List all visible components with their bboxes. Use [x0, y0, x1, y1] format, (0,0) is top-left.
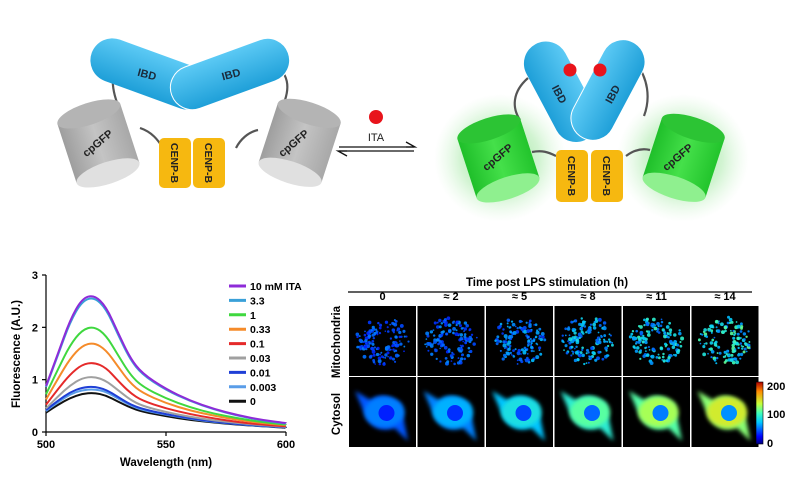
cytosol-image-tile	[486, 377, 553, 447]
colorbar-tick-label: 100	[767, 409, 785, 421]
timepoint-label: ≈ 8	[580, 291, 595, 303]
ita-label: ITA	[368, 132, 385, 144]
linker-mid-right	[235, 128, 259, 149]
cytosol-image-tile	[691, 377, 759, 447]
cenpb-block-right	[193, 138, 225, 188]
linker-mid-left-on	[531, 150, 557, 157]
timepoint-label: ≈ 5	[512, 291, 527, 303]
legend-entry: 1	[250, 310, 256, 322]
colorbar	[755, 381, 764, 445]
mito-image-tile	[417, 306, 485, 376]
row-label-cytosol: Cytosol	[331, 393, 343, 435]
timepoint-label: 0	[379, 291, 385, 303]
sensor-off-state: IBD IBD cpGFP cpGFP CENP-B CENP-B	[57, 37, 341, 188]
colorbar-tick-label: 0	[767, 438, 773, 450]
series-line	[45, 326, 287, 426]
mito-image-tile	[486, 306, 553, 376]
legend-entry: 0.003	[250, 382, 276, 394]
cytosol-image-tile	[554, 377, 622, 447]
cenpb-block-left-on	[556, 150, 588, 202]
equilibrium-arrows-icon	[335, 141, 418, 157]
cenpb-label-right-on: CENP-B	[600, 156, 612, 197]
legend-entry: 3.3	[250, 295, 265, 307]
colorbar-tick-label: 200	[767, 381, 785, 393]
mito-image-tile	[623, 306, 690, 376]
cpgfp-barrel-right	[258, 98, 341, 187]
series-line	[45, 342, 287, 427]
cpgfp-barrel-left	[57, 99, 140, 188]
y-tick-label: 1	[32, 375, 38, 387]
legend-entry: 0.33	[250, 324, 271, 336]
cenpb-label-right: CENP-B	[202, 143, 214, 184]
cpgfp-barrel-left-on	[457, 114, 540, 203]
series-line	[45, 376, 287, 428]
legend-entry: 0.01	[250, 367, 271, 379]
imaging-panel: Time post LPS stimulation (h) 0 ≈ 2 ≈ 5 ≈ 8…	[331, 277, 785, 450]
x-tick-label: 600	[277, 439, 295, 451]
chart-legend: 10 mM ITA 3.3 1 0.33 0.1 0.03 0.01 0.003 0	[229, 281, 302, 408]
linker-mid-right-on	[625, 148, 651, 157]
cenpb-label-left-on: CENP-B	[565, 156, 577, 197]
row-label-mitochondria: Mitochondria	[331, 305, 343, 378]
x-tick-label: 550	[157, 439, 175, 451]
cenpb-block-left	[159, 138, 191, 188]
ibd-label-left: IBD	[136, 67, 157, 84]
cpgfp-barrel-right-on	[642, 113, 725, 202]
series-line	[45, 362, 287, 428]
timepoint-label: ≈ 14	[714, 291, 736, 303]
ibd-domain-right	[169, 37, 291, 111]
series-line	[45, 295, 287, 425]
ita-bound-icon-left	[563, 63, 577, 77]
ibd-domain-right-on	[570, 39, 646, 141]
legend-entry: 0.03	[250, 353, 271, 365]
legend-entry: 0.1	[250, 339, 265, 351]
x-tick-label: 500	[37, 439, 55, 451]
imaging-title: Time post LPS stimulation (h)	[466, 277, 628, 289]
y-tick-label: 3	[32, 270, 38, 282]
cenpb-label-left: CENP-B	[168, 143, 180, 184]
cytosol-image-tile	[349, 377, 416, 447]
mito-image-tile	[691, 306, 759, 376]
timepoint-label: ≈ 11	[646, 291, 667, 303]
y-tick-label: 2	[32, 322, 38, 334]
mito-image-tile	[349, 306, 416, 376]
y-tick-label: 0	[32, 427, 38, 439]
y-axis-label: Fluorescence (A.U.)	[11, 300, 23, 408]
legend-entry: 0	[250, 396, 256, 408]
ibd-label-right: IBD	[221, 67, 242, 84]
x-axis-label: Wavelength (nm)	[120, 457, 212, 469]
ita-bound-icon-right	[593, 63, 607, 77]
cytosol-image-tile	[417, 377, 485, 447]
timepoint-label: ≈ 2	[443, 291, 458, 303]
ita-ligand-icon	[369, 110, 383, 124]
fluorescence-spectra-chart: 500 550 600 0 1 2 3 Fluorescence (A.U.) Wavele…	[11, 270, 302, 469]
legend-entry: 10 mM ITA	[250, 281, 302, 293]
cytosol-image-tile	[623, 377, 690, 447]
sensor-on-state: IBD IBD cpGFP cpGFP CENP-B CENP-B	[434, 39, 749, 222]
ligand-equilibrium: ITA	[335, 110, 418, 157]
mito-image-tile	[554, 306, 622, 376]
cenpb-block-right-on	[591, 150, 623, 202]
